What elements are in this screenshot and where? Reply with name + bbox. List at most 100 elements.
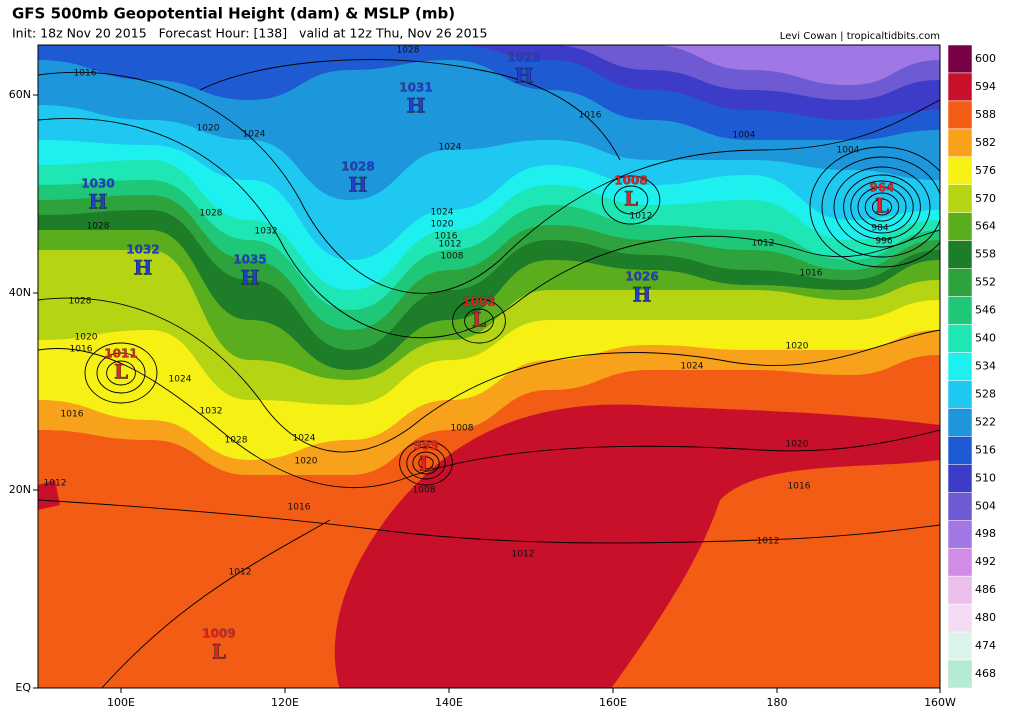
system-letter: H bbox=[134, 256, 153, 280]
isobar bbox=[38, 71, 940, 294]
isobar bbox=[418, 456, 434, 470]
colorbar-swatch bbox=[947, 184, 973, 213]
overlay: 60N 40N 20N EQ 100E 120E 140E 160E 180 160W 600 594… bbox=[9, 44, 996, 709]
colorbar-label: 474 bbox=[975, 639, 996, 652]
system-pressure: 1031 bbox=[399, 81, 432, 95]
system-pressure: 1011 bbox=[104, 347, 137, 361]
title: GFS 500mb Geopotential Height (dam) & MS… bbox=[12, 5, 455, 23]
isobar bbox=[406, 446, 446, 480]
colorbar-label: 540 bbox=[975, 332, 996, 345]
isobar bbox=[38, 297, 940, 453]
contour-label: 1020 bbox=[431, 220, 454, 230]
system-pressure: 1032 bbox=[126, 243, 159, 257]
lon-label: 160E bbox=[599, 696, 627, 709]
system-letter: H bbox=[515, 64, 534, 88]
contour-label: 1016 bbox=[74, 69, 97, 79]
lon-label: 120E bbox=[271, 696, 299, 709]
contour-label: 1012 bbox=[757, 537, 780, 547]
contour-label: 1012 bbox=[439, 240, 462, 250]
colorbar-label: 594 bbox=[975, 80, 996, 93]
colorbar-label: 546 bbox=[975, 304, 996, 317]
lat-label: 20N bbox=[9, 483, 31, 496]
contour-label: 1020 bbox=[295, 457, 318, 467]
system-letter: L bbox=[624, 187, 638, 211]
contour-label: 1016 bbox=[61, 410, 84, 420]
colorbar-label: 588 bbox=[975, 108, 996, 121]
isobar bbox=[613, 185, 649, 215]
colorbar-label: 468 bbox=[975, 667, 996, 680]
map-area: 1016 1028 1020 1024 1016 1004 1004 1024 1028 1028… bbox=[38, 45, 940, 688]
band bbox=[38, 45, 940, 85]
lat-label: 60N bbox=[9, 88, 31, 101]
band bbox=[38, 480, 60, 510]
contour-label: 1016 bbox=[579, 111, 602, 121]
lon-label: 160W bbox=[924, 696, 956, 709]
contour-label: 1008 bbox=[441, 252, 464, 262]
system-letter: H bbox=[407, 94, 426, 118]
contour-label: 1012 bbox=[752, 239, 775, 249]
colorbar-swatch bbox=[947, 492, 973, 521]
isobar bbox=[833, 166, 931, 248]
contour-label: 1012 bbox=[229, 568, 252, 578]
isobar bbox=[850, 180, 914, 234]
lon-label: 140E bbox=[435, 696, 463, 709]
contour-label: 1004 bbox=[733, 131, 756, 141]
colorbar-swatch bbox=[947, 547, 973, 577]
system-pressure: 999 bbox=[413, 439, 438, 453]
contour-label: 1012 bbox=[44, 479, 67, 489]
contour-label: 1008 bbox=[451, 424, 474, 434]
contour-label: 1020 bbox=[197, 124, 220, 134]
isobar bbox=[821, 156, 940, 258]
colorbar-label: 570 bbox=[975, 192, 996, 205]
colorbar-swatch bbox=[947, 44, 973, 74]
isobar bbox=[464, 308, 494, 334]
contour-label: 1024 bbox=[439, 143, 462, 153]
contour-label: 1016 bbox=[70, 345, 93, 355]
isobar bbox=[38, 118, 940, 339]
isobar bbox=[857, 186, 907, 228]
band bbox=[334, 404, 940, 688]
colorbar-swatch bbox=[947, 268, 973, 297]
contour-label: 1032 bbox=[255, 227, 278, 237]
contour-label: 1028 bbox=[69, 297, 92, 307]
lon-label: 180 bbox=[767, 696, 788, 709]
colorbar-swatch bbox=[947, 296, 973, 325]
contour-label: 1024 bbox=[681, 362, 704, 372]
contour-label: 1020 bbox=[75, 333, 98, 343]
contour-label: 1008 bbox=[413, 486, 436, 496]
system-letter: L bbox=[114, 360, 128, 384]
colorbar-label: 486 bbox=[975, 583, 996, 596]
contour-label: 1024 bbox=[169, 375, 192, 385]
isobar bbox=[101, 519, 331, 688]
colorbar-swatch bbox=[947, 212, 973, 241]
contour-label: 1012 bbox=[630, 212, 653, 222]
colorbar-swatch bbox=[947, 603, 973, 633]
isobar bbox=[412, 451, 440, 475]
system-letter: H bbox=[241, 266, 260, 290]
isobar bbox=[864, 192, 900, 222]
contour-label: 1016 bbox=[288, 503, 311, 513]
colorbar-swatch bbox=[947, 100, 973, 130]
system-letter: H bbox=[633, 283, 652, 307]
lat-label: 40N bbox=[9, 286, 31, 299]
isobar bbox=[96, 352, 146, 394]
contour-label: 1004 bbox=[837, 146, 860, 156]
map-frame bbox=[37, 44, 941, 689]
isobar bbox=[601, 175, 661, 225]
isobar bbox=[399, 440, 453, 486]
contour-label: 1012 bbox=[512, 550, 535, 560]
credit: Levi Cowan | tropicaltidbits.com bbox=[780, 31, 940, 42]
isobar bbox=[452, 298, 506, 344]
system-pressure: 1026 bbox=[625, 270, 658, 284]
colorbar-label: 480 bbox=[975, 611, 996, 624]
contour-label: 1028 bbox=[397, 46, 420, 56]
colorbar-swatch bbox=[947, 464, 973, 493]
isobar bbox=[843, 174, 921, 240]
contour-label: 1028 bbox=[225, 436, 248, 446]
colorbar-swatch bbox=[947, 128, 973, 158]
colorbar-label: 564 bbox=[975, 220, 996, 233]
colorbar-swatch bbox=[947, 324, 973, 353]
contour-label: 1016 bbox=[788, 482, 811, 492]
system-pressure: 1008 bbox=[614, 174, 647, 188]
isobar bbox=[809, 146, 940, 268]
